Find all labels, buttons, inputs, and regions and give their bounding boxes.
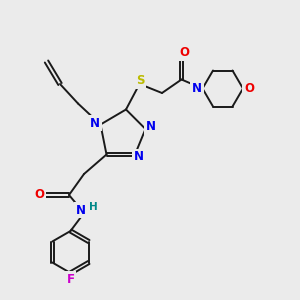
Text: O: O: [34, 188, 44, 202]
Text: N: N: [192, 82, 202, 95]
Text: O: O: [179, 46, 190, 59]
Text: S: S: [136, 74, 144, 87]
Text: H: H: [88, 202, 98, 212]
Text: N: N: [134, 150, 144, 164]
Text: N: N: [90, 116, 100, 130]
Text: F: F: [67, 273, 74, 286]
Text: N: N: [146, 120, 156, 133]
Text: N: N: [76, 203, 86, 217]
Text: O: O: [244, 82, 254, 95]
